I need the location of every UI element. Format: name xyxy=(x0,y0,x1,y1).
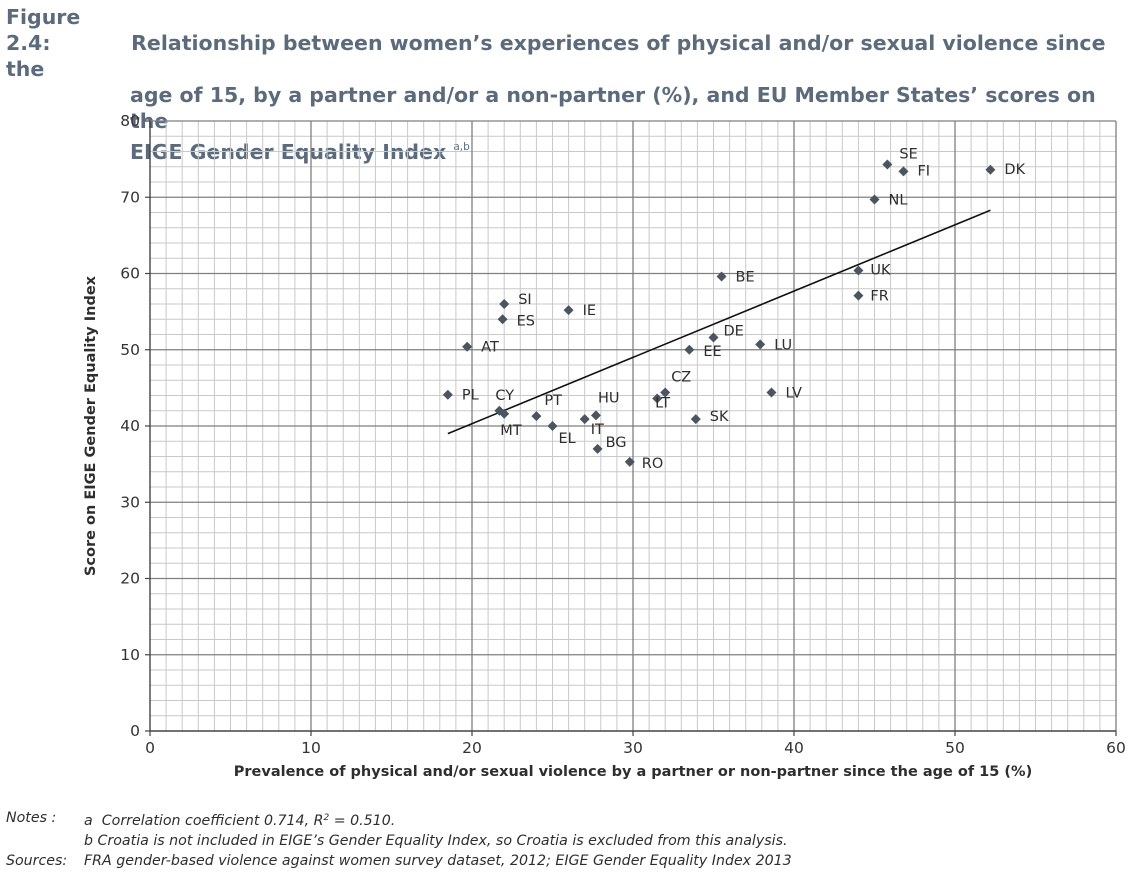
point-label-ie: IE xyxy=(583,303,596,319)
y-tick-label: 20 xyxy=(120,570,140,588)
title-text-1: Relationship between women’s experiences… xyxy=(6,31,1106,81)
data-point-fi xyxy=(898,166,909,177)
data-point-pt xyxy=(531,411,542,422)
data-point-at xyxy=(462,341,473,352)
point-label-cz: CZ xyxy=(671,369,691,385)
point-label-be: BE xyxy=(736,270,755,286)
point-label-pl: PL xyxy=(462,388,479,404)
note-a-prefix: a xyxy=(84,813,93,829)
data-point-lv xyxy=(766,387,777,398)
x-tick-label: 30 xyxy=(623,739,643,757)
point-label-dk: DK xyxy=(1004,162,1025,178)
note-b-text: b Croatia is not included in EIGE’s Gend… xyxy=(84,833,788,849)
point-label-lt: LT xyxy=(655,396,670,412)
x-tick-label: 20 xyxy=(462,739,482,757)
y-tick-label: 10 xyxy=(120,646,140,664)
y-tick-label: 40 xyxy=(120,417,140,435)
data-point-es xyxy=(497,314,508,325)
data-point-fr xyxy=(853,290,864,301)
point-label-bg: BG xyxy=(606,435,627,451)
point-label-fi: FI xyxy=(917,163,930,179)
point-label-ro: RO xyxy=(642,456,664,472)
data-point-sk xyxy=(690,414,701,425)
sources-text: FRA gender-based violence against women … xyxy=(84,853,792,869)
notes-label: Notes : xyxy=(6,810,57,826)
note-a-tail: = 0.510. xyxy=(329,813,396,829)
y-tick-label: 50 xyxy=(120,341,140,359)
data-point-lt xyxy=(652,393,663,404)
point-label-es: ES xyxy=(517,313,535,329)
major-gridlines xyxy=(150,120,1117,731)
figure-title: Figure 2.4: Relationship between women’s… xyxy=(6,4,1126,165)
figure-label: Figure 2.4: xyxy=(6,5,81,55)
point-label-mt: MT xyxy=(500,423,522,439)
title-line-1: Figure 2.4: Relationship between women’s… xyxy=(6,4,1126,82)
point-label-lu: LU xyxy=(774,337,792,353)
y-axis-label: Score on EIGE Gender Equality Index xyxy=(83,275,99,576)
point-label-pt: PT xyxy=(544,393,562,409)
point-label-el: EL xyxy=(559,431,576,447)
x-tick-label: 60 xyxy=(1106,739,1126,757)
y-tick-label: 70 xyxy=(120,188,140,206)
x-tick-label: 50 xyxy=(945,739,965,757)
data-point-se xyxy=(882,159,893,170)
point-label-ee: EE xyxy=(703,344,721,360)
point-label-uk: UK xyxy=(870,262,891,278)
note-a-sup: 2 xyxy=(323,813,330,823)
point-label-fr: FR xyxy=(870,289,888,305)
point-label-nl: NL xyxy=(889,193,908,209)
data-point-ro xyxy=(624,456,635,467)
y-tick-label: 80 xyxy=(120,112,140,130)
point-label-hu: HU xyxy=(598,390,620,406)
point-label-de: DE xyxy=(724,324,744,340)
notes: Notes : a Correlation coefficient 0.714,… xyxy=(6,808,1126,871)
sources-label: Sources: xyxy=(6,853,68,869)
note-a-text: a Correlation coefficient 0.714, R2 = 0.… xyxy=(84,808,395,831)
data-point-dk xyxy=(985,164,996,175)
data-point-cz xyxy=(660,387,671,398)
point-label-sk: SK xyxy=(710,409,729,425)
data-point-it xyxy=(579,414,590,425)
trendline xyxy=(447,209,991,435)
data-point-lu xyxy=(755,339,766,350)
point-label-se: SE xyxy=(899,146,917,162)
x-tick-label: 40 xyxy=(784,739,804,757)
point-label-it: IT xyxy=(591,422,604,438)
data-point-pl xyxy=(442,389,453,400)
data-point-ee xyxy=(684,344,695,355)
data-point-uk xyxy=(853,265,864,276)
tick-labels: 0 10 20 30 40 50 60 0 10 20 30 40 50 60 70 80 xyxy=(120,112,1126,757)
sources: Sources: FRA gender-based violence again… xyxy=(6,851,1126,871)
data-point-mt xyxy=(499,408,510,419)
data-point-ie xyxy=(563,305,574,316)
data-point-si xyxy=(499,299,510,309)
data-point-el xyxy=(547,421,558,431)
point-label-at: AT xyxy=(481,340,499,356)
note-b: b Croatia is not included in EIGE’s Gend… xyxy=(6,831,1126,851)
x-tick-label: 10 xyxy=(301,739,321,757)
y-tick-label: 60 xyxy=(120,265,140,283)
point-label-lv: LV xyxy=(785,385,801,401)
note-a-body: Correlation coefficient 0.714, R xyxy=(101,813,324,829)
data-point-de xyxy=(708,332,719,343)
point-label-cy: CY xyxy=(495,388,514,404)
y-tick-label: 0 xyxy=(130,722,140,740)
title-superscript: a,b xyxy=(453,141,470,153)
data-point-hu xyxy=(590,410,601,421)
x-tick-label: 0 xyxy=(145,739,155,757)
y-tick-label: 30 xyxy=(120,493,140,511)
x-axis-label: Prevalence of physical and/or sexual vio… xyxy=(234,764,1032,780)
axes xyxy=(145,120,1117,736)
point-label-si: SI xyxy=(518,292,531,308)
data-point-bg xyxy=(592,443,603,454)
data-point-be xyxy=(716,271,727,282)
data-point-nl xyxy=(869,194,880,205)
note-a: Notes : a Correlation coefficient 0.714,… xyxy=(6,808,1126,831)
